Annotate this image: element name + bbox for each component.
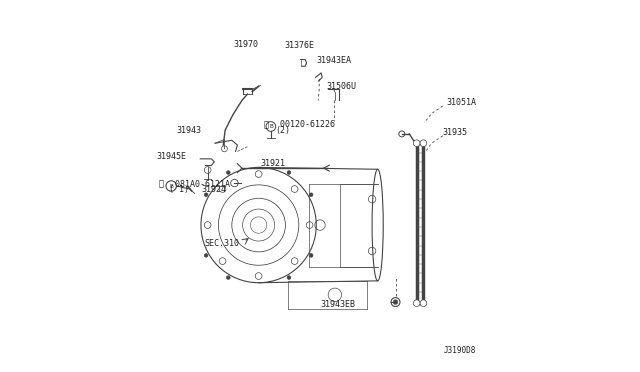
Circle shape: [227, 276, 230, 279]
Circle shape: [287, 276, 291, 279]
Text: 31943EA: 31943EA: [316, 56, 351, 65]
Circle shape: [204, 193, 208, 196]
Text: SEC.310: SEC.310: [204, 239, 239, 248]
Text: J3190D8: J3190D8: [444, 346, 476, 355]
Circle shape: [204, 254, 208, 257]
Circle shape: [309, 254, 313, 257]
Text: 31921: 31921: [260, 159, 285, 168]
Text: 31924: 31924: [201, 185, 227, 194]
Circle shape: [309, 193, 313, 196]
Text: ( 1): ( 1): [170, 185, 189, 194]
Circle shape: [394, 300, 397, 304]
Text: 31943: 31943: [177, 126, 202, 135]
Text: 31051A: 31051A: [447, 98, 476, 107]
Text: 31935: 31935: [443, 128, 468, 137]
Text: 31943EB: 31943EB: [321, 300, 355, 309]
Circle shape: [413, 140, 420, 147]
Text: (2): (2): [275, 126, 291, 135]
Circle shape: [287, 171, 291, 174]
Text: 00120-61226: 00120-61226: [270, 120, 335, 129]
Text: 31970: 31970: [233, 40, 258, 49]
Text: B: B: [170, 183, 173, 189]
Circle shape: [420, 300, 427, 307]
Text: Ⓑ: Ⓑ: [264, 120, 269, 129]
Text: 31506U: 31506U: [326, 82, 356, 91]
Text: 081A0-6121A: 081A0-6121A: [164, 180, 230, 189]
Circle shape: [227, 171, 230, 174]
Text: 31376E: 31376E: [285, 41, 314, 50]
Text: 31945E: 31945E: [156, 152, 186, 161]
Text: Ⓑ: Ⓑ: [158, 180, 163, 189]
Text: B: B: [269, 124, 273, 129]
Circle shape: [413, 300, 420, 307]
Circle shape: [420, 140, 427, 147]
